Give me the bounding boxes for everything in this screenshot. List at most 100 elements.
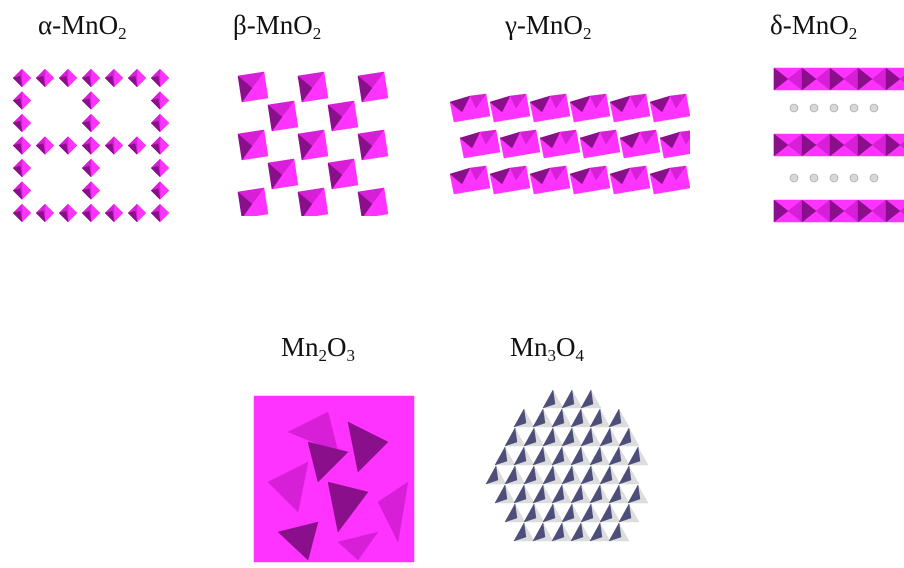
tetrahedron-dark (627, 484, 641, 504)
tetrahedron-dark (504, 503, 518, 523)
octahedron-dark (35, 210, 46, 223)
tetrahedron-dark (513, 522, 527, 542)
octahedron (619, 129, 661, 159)
octahedron-dark (357, 133, 373, 161)
tetrahedron-dark (580, 389, 594, 409)
octahedron-dark (150, 98, 161, 111)
octahedron-dark (449, 167, 471, 185)
octahedron-dark (237, 191, 253, 216)
octahedron (449, 165, 491, 195)
octahedron (609, 165, 651, 195)
facet (267, 461, 309, 513)
label-mn3o4: Mn3O4 (510, 332, 585, 365)
mn2o3-structure (248, 392, 420, 566)
facet (307, 441, 349, 483)
tetrahedron-dark (561, 427, 575, 447)
octahedron-dark (12, 165, 23, 178)
layer-octahedron-dark (857, 67, 873, 91)
label-delta-mno2: δ-MnO2 (770, 10, 858, 43)
label-mn2o3: Mn2O3 (281, 332, 356, 365)
octahedron-dark (619, 131, 641, 149)
octahedron-dark (327, 104, 343, 132)
layer-octahedron-dark (801, 199, 817, 223)
tetrahedron-dark (561, 503, 575, 523)
octahedron-dark (539, 131, 561, 149)
octahedron-dark (35, 75, 46, 88)
tetrahedron-dark (551, 522, 565, 542)
octahedron-dark (104, 75, 115, 88)
octahedron-dark (150, 165, 161, 178)
layer-octahedron-dark (885, 67, 901, 91)
octahedron-shade (479, 129, 497, 145)
octahedron-shade (509, 93, 527, 109)
octahedron-dark (104, 143, 115, 156)
tetrahedron-dark (523, 503, 537, 523)
octahedron (529, 93, 571, 123)
octahedron-dark (569, 95, 591, 113)
octahedron-dark (150, 210, 161, 223)
octahedron-shade (469, 93, 487, 109)
octahedron-dark (297, 191, 313, 216)
octahedron-dark (12, 98, 23, 111)
tetrahedron-dark (608, 484, 622, 504)
tetrahedron-dark (570, 522, 584, 542)
tetrahedron-dark (513, 408, 527, 428)
tetrahedron-dark (513, 484, 527, 504)
tetrahedron-dark (608, 522, 622, 542)
octahedron-dark (150, 120, 161, 133)
tetrahedron-dark (580, 465, 594, 485)
octahedron-dark (327, 162, 343, 190)
octahedron-shade (589, 93, 607, 109)
facet (277, 521, 319, 561)
octahedron-shade (469, 165, 487, 181)
octahedron-dark (237, 75, 253, 103)
octahedron-dark (609, 167, 631, 185)
interlayer-ion (849, 173, 859, 183)
layer-octahedron-shade (899, 141, 904, 149)
tetrahedron-dark (561, 465, 575, 485)
interlayer-ion (869, 103, 879, 113)
octahedron-shade (599, 129, 617, 145)
octahedron-dark (529, 167, 551, 185)
tetrahedron-dark (561, 389, 575, 409)
layer-octahedron-dark (829, 199, 845, 223)
tetrahedron-dark (589, 484, 603, 504)
tetrahedron-dark (542, 389, 556, 409)
octahedron-dark (237, 133, 253, 161)
tetrahedron-dark (589, 522, 603, 542)
mn3o4-structure (480, 386, 656, 562)
layer-octahedron-dark (857, 133, 873, 157)
octahedron-dark (297, 133, 313, 161)
facet (347, 421, 389, 473)
octahedron (649, 93, 690, 123)
octahedron-dark (529, 95, 551, 113)
tetrahedron-dark (627, 446, 641, 466)
octahedron-dark (659, 131, 681, 149)
interlayer-ion (809, 103, 819, 113)
facet (327, 481, 369, 533)
octahedron-shade (509, 165, 527, 181)
tetrahedron-dark (599, 427, 613, 447)
octahedron-shade (629, 165, 647, 181)
octahedron-dark (35, 143, 46, 156)
tetrahedron-dark (542, 503, 556, 523)
layer-octahedron-dark (829, 133, 845, 157)
octahedron-dark (579, 131, 601, 149)
octahedron (569, 165, 611, 195)
octahedron-dark (81, 210, 92, 223)
tetrahedron-dark (532, 522, 546, 542)
octahedron-dark (58, 75, 69, 88)
layer-octahedron-shade (899, 75, 904, 83)
interlayer-ion (849, 103, 859, 113)
layer-octahedron-dark (773, 133, 789, 157)
interlayer-ion (829, 173, 839, 183)
octahedron-dark (104, 210, 115, 223)
octahedron-dark (649, 95, 671, 113)
octahedron-dark (449, 95, 471, 113)
tetrahedron-dark (589, 446, 603, 466)
tetrahedron-dark (532, 446, 546, 466)
tetrahedron-dark (570, 446, 584, 466)
octahedron-shade (549, 165, 567, 181)
layer-octahedron-dark (829, 67, 845, 91)
octahedron-dark (609, 95, 631, 113)
